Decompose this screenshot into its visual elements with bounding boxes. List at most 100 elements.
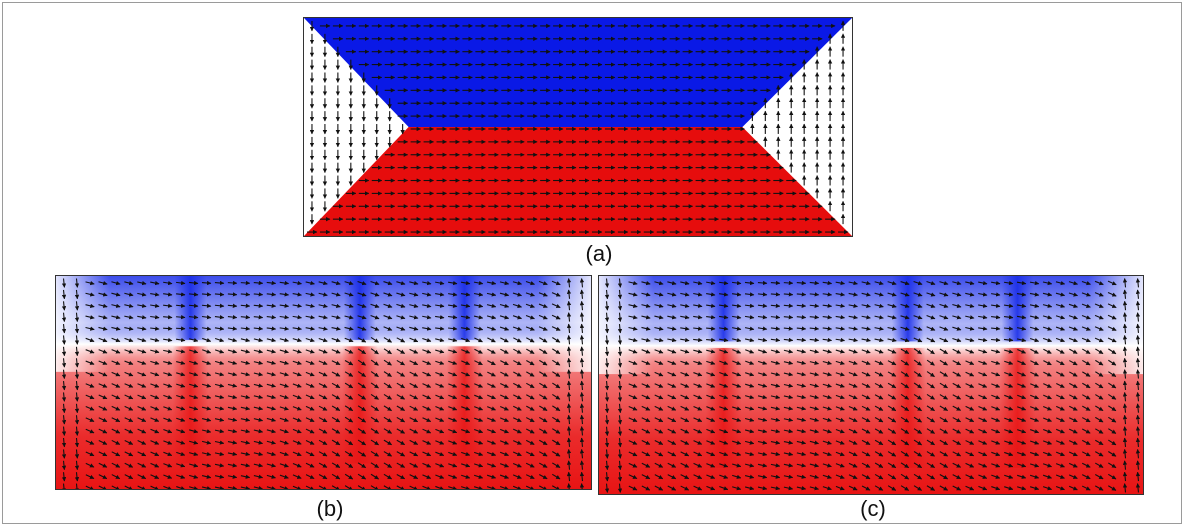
magnetization-arrow xyxy=(74,278,80,288)
magnetization-arrow xyxy=(163,372,173,377)
magnetization-arrow xyxy=(163,428,173,434)
magnetization-arrow xyxy=(461,429,471,434)
magnetization-arrow xyxy=(292,417,302,422)
magnetization-arrow xyxy=(292,315,302,320)
magnetization-arrow xyxy=(357,326,367,331)
magnetization-arrow xyxy=(383,281,393,286)
magnetization-arrow xyxy=(61,380,67,391)
magnetization-arrow xyxy=(331,349,341,354)
magnetization-arrow xyxy=(435,337,445,343)
magnetization-arrow xyxy=(227,406,238,411)
magnetization-arrow xyxy=(473,315,484,320)
magnetization-arrow xyxy=(513,382,522,389)
magnetization-arrow xyxy=(539,405,548,411)
magnetization-arrow xyxy=(98,315,108,320)
magnetization-arrow xyxy=(566,369,572,379)
magnetization-arrow xyxy=(305,383,315,388)
magnetization-arrow xyxy=(396,280,406,286)
magnetization-arrow xyxy=(163,360,173,365)
magnetization-arrow xyxy=(279,280,290,286)
magnetization-arrow xyxy=(526,405,535,411)
magnetization-arrow xyxy=(318,349,328,354)
magnetization-arrow xyxy=(137,371,147,377)
magnetization-arrow xyxy=(499,428,509,434)
magnetization-arrow xyxy=(227,417,238,422)
magnetization-arrow xyxy=(240,360,251,365)
magnetization-arrow xyxy=(201,280,212,286)
panel-b-relaxed-domain-diagram xyxy=(55,275,592,490)
magnetization-arrow xyxy=(240,349,251,354)
magnetization-arrow xyxy=(214,372,225,377)
magnetization-arrow xyxy=(526,359,535,366)
magnetization-arrow xyxy=(448,406,458,411)
magnetization-arrow xyxy=(124,303,134,308)
magnetization-arrow xyxy=(111,371,121,377)
magnetization-arrow xyxy=(176,394,186,400)
magnetization-arrow xyxy=(370,405,379,412)
magnetization-arrow xyxy=(240,417,251,422)
magnetization-arrow xyxy=(318,326,328,331)
magnetization-arrow xyxy=(422,303,432,308)
magnetization-arrow xyxy=(61,312,67,322)
magnetization-arrow xyxy=(98,349,108,354)
magnetization-arrow xyxy=(150,349,160,354)
magnetization-arrow xyxy=(111,315,121,320)
magnetization-arrow xyxy=(74,403,80,414)
magnetization-arrow xyxy=(124,371,134,377)
magnetization-arrow xyxy=(266,360,276,365)
magnetization-arrow xyxy=(344,326,354,331)
magnetization-arrow xyxy=(137,383,147,388)
magnetization-arrow xyxy=(486,428,496,434)
magnetization-arrow xyxy=(150,383,160,388)
magnetization-arrow xyxy=(137,326,147,331)
magnetization-arrow xyxy=(227,394,238,400)
magnetization-arrow xyxy=(331,280,341,286)
magnetization-arrow xyxy=(176,337,186,343)
magnetization-arrow xyxy=(579,426,585,436)
magnetization-arrow xyxy=(318,405,328,411)
magnetization-arrow xyxy=(227,349,238,354)
magnetization-arrow xyxy=(461,406,471,411)
magnetization-arrow xyxy=(396,337,406,343)
magnetization-arrow xyxy=(473,280,484,286)
vortex-core-bottom xyxy=(999,347,1036,468)
magnetization-arrow xyxy=(344,315,354,320)
magnetization-arrow xyxy=(318,315,328,320)
magnetization-arrow xyxy=(163,394,173,400)
panel-a-sharp-domain-diagram xyxy=(303,17,853,237)
vortex-core-bottom xyxy=(341,346,378,464)
magnetization-arrow xyxy=(279,417,289,422)
magnetization-arrow xyxy=(253,429,264,434)
magnetization-arrow xyxy=(474,417,484,422)
magnetization-arrow xyxy=(422,315,432,320)
magnetization-arrow xyxy=(487,337,496,343)
magnetization-arrow xyxy=(85,417,95,422)
magnetization-arrow xyxy=(253,394,264,400)
magnetization-arrow xyxy=(176,372,186,377)
magnetization-arrow xyxy=(137,349,147,354)
magnetization-arrow xyxy=(396,428,405,434)
magnetization-arrow xyxy=(383,326,393,331)
magnetization-arrow xyxy=(98,428,108,434)
magnetization-arrow xyxy=(409,360,419,366)
magnetization-arrow xyxy=(266,429,276,434)
magnetization-arrow xyxy=(98,383,108,388)
magnetization-arrow xyxy=(486,292,497,297)
magnetization-arrow xyxy=(357,359,366,366)
magnetization-arrow xyxy=(98,292,108,297)
magnetization-arrow xyxy=(292,303,302,308)
magnetization-arrow xyxy=(487,383,496,388)
magnetization-arrow xyxy=(318,280,328,286)
magnetization-arrow xyxy=(189,383,199,388)
magnetization-arrow xyxy=(279,429,289,434)
magnetization-arrow xyxy=(513,360,522,366)
magnetization-arrow xyxy=(305,360,315,365)
magnetization-arrow xyxy=(500,348,509,354)
magnetization-arrow xyxy=(435,360,445,365)
magnetization-arrow xyxy=(150,417,160,422)
magnetization-arrow xyxy=(526,394,535,400)
magnetization-arrow xyxy=(579,278,585,288)
magnetization-arrow xyxy=(579,369,585,379)
magnetization-arrow xyxy=(396,359,405,366)
